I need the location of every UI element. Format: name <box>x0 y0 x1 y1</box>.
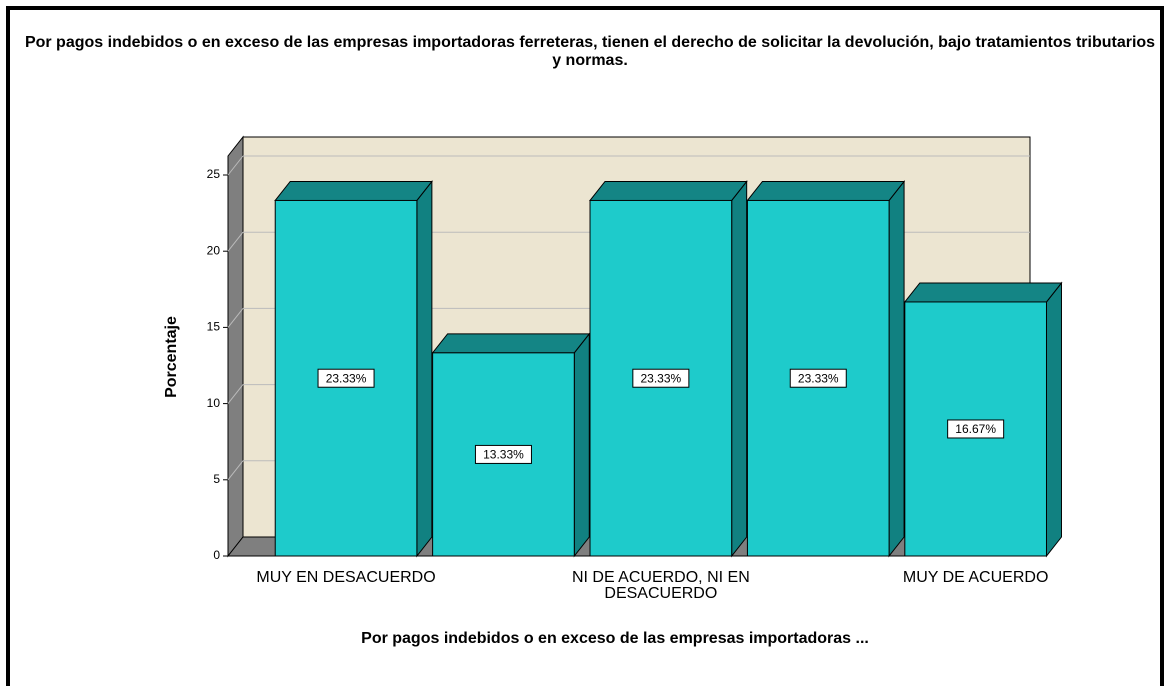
bar-top <box>903 282 1063 303</box>
bar-top <box>588 180 748 201</box>
y-tick-label: 5 <box>213 472 220 486</box>
bar-side <box>888 180 905 558</box>
data-label: 23.33% <box>640 371 681 385</box>
bar-top <box>431 333 591 354</box>
x-tick-label: MUY EN DESACUERDO <box>256 569 436 586</box>
y-axis-label: Porcentaje <box>163 316 180 398</box>
grid-line <box>227 308 244 328</box>
y-tick-label: 15 <box>207 320 221 334</box>
data-label: 23.33% <box>326 371 367 385</box>
y-tick-label: 10 <box>207 396 221 410</box>
grid-line <box>227 460 244 481</box>
bar-side <box>731 180 748 558</box>
grid-line <box>227 384 244 404</box>
grid-line <box>227 231 244 252</box>
data-label: 23.33% <box>798 371 839 385</box>
y-tick-label: 20 <box>207 243 221 257</box>
chart-title: Por pagos indebidos o en exceso de las e… <box>24 34 1156 69</box>
x-tick-label: MUY DE ACUERDO <box>902 569 1049 586</box>
bar-top <box>274 180 433 201</box>
data-label: 13.33% <box>483 448 524 462</box>
bar-side <box>416 180 433 558</box>
x-axis-label: Por pagos indebidos o en exceso de las e… <box>361 630 869 647</box>
bar-side <box>573 332 590 558</box>
side-wall <box>227 135 244 558</box>
data-label: 16.67% <box>955 422 996 436</box>
data-label-box <box>317 368 375 388</box>
y-tick-label: 0 <box>213 548 220 562</box>
y-tick-label: 25 <box>207 167 221 181</box>
bar-side <box>1045 281 1062 558</box>
frame <box>6 6 1164 686</box>
data-label-box <box>947 419 1005 439</box>
data-label-box <box>632 368 690 388</box>
bar-top <box>746 180 906 201</box>
grid-line <box>227 155 244 176</box>
data-label-box <box>789 368 847 388</box>
x-tick-label: NI DE ACUERDO, NI EN DESACUERDO <box>571 569 750 602</box>
data-label-box <box>474 444 532 464</box>
